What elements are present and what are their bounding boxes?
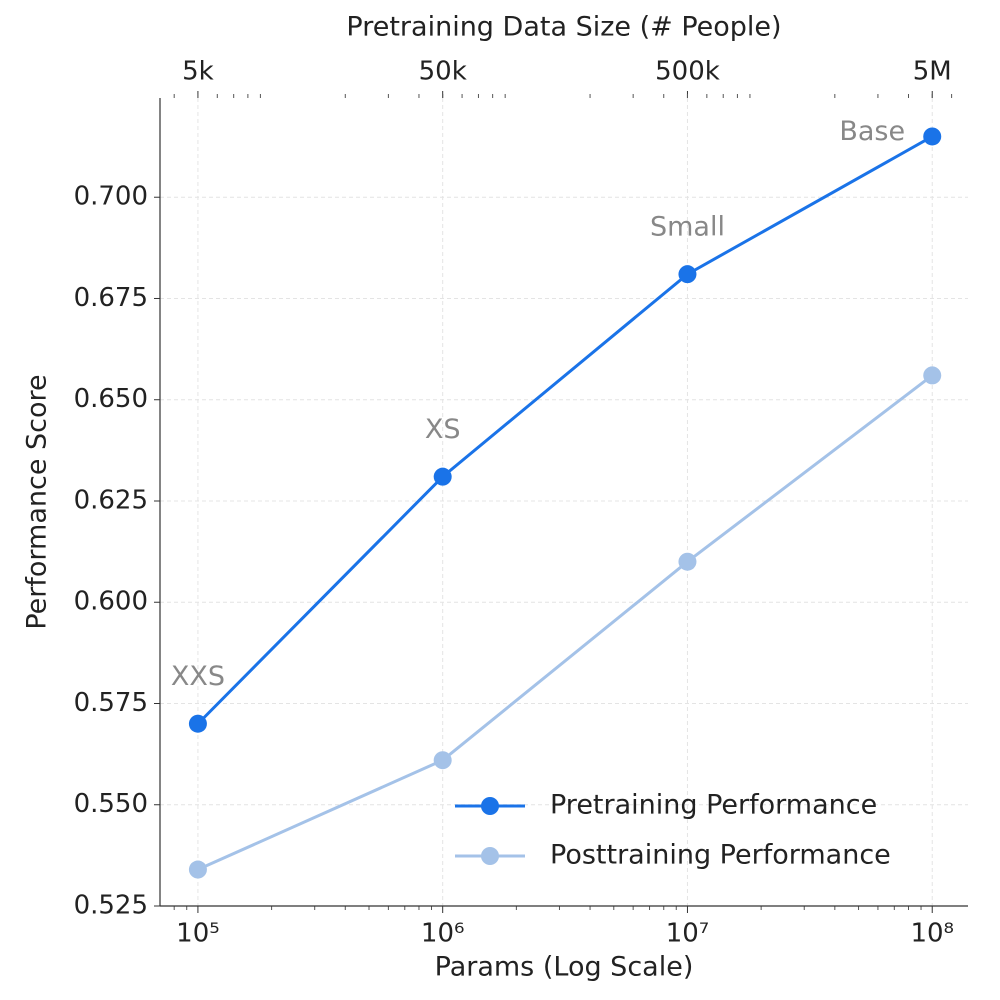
x2-axis-label: Pretraining Data Size (# People) [346, 12, 781, 43]
legend-label: Pretraining Performance [550, 790, 877, 821]
y-tick-label: 0.675 [74, 283, 148, 313]
y-tick-label: 0.525 [74, 891, 148, 921]
x-tick-label: 10⁸ [910, 919, 954, 949]
data-point [678, 265, 697, 284]
x2-tick-label: 5M [913, 57, 952, 87]
data-point [188, 714, 207, 733]
series-line [196, 135, 933, 725]
x-tick-label: 10⁵ [176, 919, 220, 949]
y-tick-label: 0.625 [74, 485, 148, 515]
data-point [923, 366, 942, 385]
data-point [433, 751, 452, 770]
y-tick-label: 0.600 [74, 587, 148, 617]
data-point [678, 552, 697, 571]
point-label: Small [650, 212, 725, 243]
legend-marker [481, 847, 499, 865]
legend-marker [481, 797, 499, 815]
point-label: XXS [171, 661, 225, 692]
y-tick-label: 0.700 [74, 182, 148, 212]
x2-tick-label: 50k [419, 57, 467, 87]
x2-tick-label: 5k [182, 57, 214, 87]
y-axis-label: Performance Score [22, 374, 53, 629]
x-tick-label: 10⁶ [421, 919, 465, 949]
data-point [923, 127, 942, 146]
x2-tick-label: 500k [655, 57, 720, 87]
legend-label: Posttraining Performance [550, 840, 891, 871]
y-tick-label: 0.575 [74, 688, 148, 718]
series-line [197, 374, 934, 871]
data-point [433, 467, 452, 486]
point-label: XS [425, 414, 461, 445]
y-tick-label: 0.650 [74, 384, 148, 414]
data-point [188, 860, 207, 879]
x-tick-label: 10⁷ [666, 919, 710, 949]
x-axis-label: Params (Log Scale) [435, 952, 694, 983]
point-label: Base [839, 116, 905, 147]
y-tick-label: 0.550 [74, 789, 148, 819]
